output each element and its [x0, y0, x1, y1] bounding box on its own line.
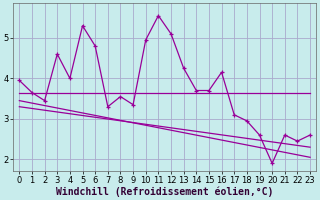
X-axis label: Windchill (Refroidissement éolien,°C): Windchill (Refroidissement éolien,°C): [56, 186, 273, 197]
